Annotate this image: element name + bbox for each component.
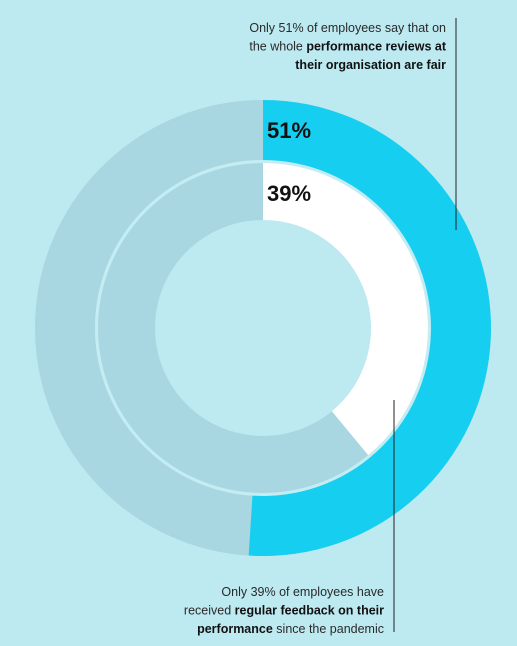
annotation-text: the whole	[249, 40, 306, 54]
annotation-line: Only 51% of employees say that on	[249, 21, 446, 35]
donut-arc	[248, 100, 491, 556]
annotation-text: performance	[197, 622, 273, 636]
ring-separator	[95, 160, 431, 496]
annotation-line: their organisation are fair	[295, 58, 446, 72]
annotation-text: Only 51% of employees say that on	[249, 21, 446, 35]
annotation-text: Only 39% of employees have	[221, 585, 384, 599]
annotation-text: received	[184, 604, 235, 618]
annotation-text: since the pandemic	[273, 622, 384, 636]
annotation-line: the whole performance reviews at	[249, 40, 446, 54]
annotation-text: regular feedback on their	[235, 604, 384, 618]
value-label: 39%	[267, 181, 311, 206]
donut-arc	[263, 163, 428, 456]
annotation-text: performance reviews at	[306, 40, 446, 54]
annotation-line: Only 39% of employees have	[221, 585, 384, 599]
annotation-text: their organisation are fair	[295, 58, 446, 72]
annotation-line: received regular feedback on their	[184, 604, 384, 618]
annotation-line: performance since the pandemic	[197, 622, 384, 636]
value-label: 51%	[267, 118, 311, 143]
